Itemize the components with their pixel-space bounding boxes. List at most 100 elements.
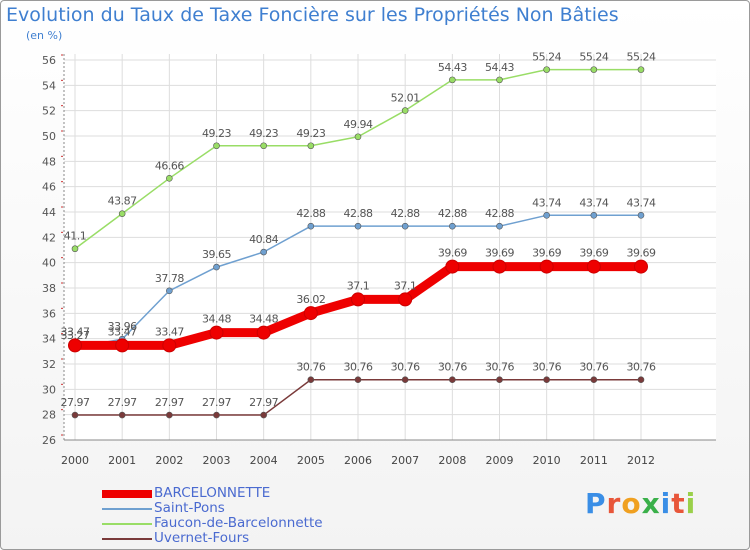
data-point	[496, 376, 503, 384]
data-label: 27.97	[61, 396, 90, 409]
data-point	[590, 211, 598, 219]
data-point	[118, 411, 126, 419]
data-point	[539, 259, 554, 274]
data-label: 43.87	[108, 195, 137, 208]
data-label: 33.47	[61, 325, 90, 338]
data-point	[213, 411, 220, 419]
y-tick-label: 34	[42, 333, 56, 346]
y-tick-label: 36	[42, 307, 56, 320]
legend-swatch	[102, 508, 152, 510]
data-point	[543, 211, 550, 219]
data-point	[260, 411, 267, 419]
data-label: 34.48	[202, 313, 231, 326]
data-label: 54.43	[485, 61, 514, 74]
data-label: 33.47	[155, 325, 184, 338]
y-tick-label: 38	[42, 282, 56, 295]
x-tick-label: 2004	[250, 454, 278, 467]
logo-letter: o	[621, 487, 642, 520]
data-point	[401, 107, 409, 114]
data-point	[303, 306, 318, 321]
x-tick-label: 2003	[203, 454, 231, 467]
data-label: 39.69	[627, 247, 656, 260]
data-label: 30.76	[627, 361, 656, 374]
y-tick-label: 52	[42, 105, 56, 118]
data-point	[209, 325, 224, 340]
data-label: 30.76	[296, 361, 325, 374]
data-point	[166, 175, 173, 182]
data-label: 30.76	[344, 361, 373, 374]
legend-label: BARCELONNETTE	[154, 485, 271, 501]
data-label: 43.74	[627, 196, 656, 209]
data-label: 42.88	[296, 207, 325, 220]
y-tick-label: 48	[42, 155, 56, 168]
legend-label: Faucon-de-Barcelonnette	[154, 515, 323, 531]
data-point	[166, 287, 173, 295]
chart-unit-label: (en %)	[26, 29, 63, 42]
data-label: 54.43	[438, 61, 467, 74]
logo-letter: t	[671, 487, 686, 520]
data-label: 33.96	[108, 320, 137, 333]
data-label: 30.76	[485, 361, 514, 374]
y-tick-label: 28	[42, 409, 56, 422]
data-point	[351, 292, 365, 307]
data-label: 41.1	[64, 230, 87, 243]
data-label: 37.1	[347, 279, 370, 292]
data-point	[354, 376, 362, 384]
data-label: 42.88	[485, 207, 514, 220]
data-label: 42.88	[438, 207, 467, 220]
data-point	[307, 142, 315, 150]
x-tick-label: 2012	[627, 454, 655, 467]
data-point	[68, 338, 82, 353]
data-point	[543, 376, 550, 384]
data-label: 55.24	[532, 51, 561, 64]
data-label: 49.23	[202, 127, 231, 140]
data-label: 30.76	[438, 361, 467, 374]
x-tick-label: 2001	[108, 454, 136, 467]
y-tick-label: 46	[42, 181, 56, 194]
data-point	[260, 142, 267, 150]
data-label: 27.97	[155, 396, 184, 409]
y-tick-label: 54	[42, 79, 56, 92]
y-tick-label: 26	[42, 434, 56, 447]
data-point	[445, 259, 460, 274]
data-label: 27.97	[108, 396, 137, 409]
data-label: 43.74	[532, 196, 561, 209]
data-point	[115, 338, 130, 353]
data-label: 30.76	[532, 361, 561, 374]
y-tick-label: 42	[42, 231, 56, 244]
x-tick-label: 2010	[533, 454, 561, 467]
data-label: 39.69	[438, 247, 467, 260]
logo-letter: P	[585, 487, 607, 520]
data-label: 49.94	[344, 118, 373, 131]
data-label: 33.47	[108, 325, 137, 338]
data-label: 34.48	[249, 313, 278, 326]
data-point	[256, 325, 271, 340]
data-point	[590, 66, 598, 73]
data-point	[213, 142, 220, 150]
data-point	[213, 263, 220, 271]
x-tick-label: 2006	[344, 454, 372, 467]
data-label: 52.01	[391, 92, 420, 105]
data-label: 40.84	[249, 233, 278, 246]
data-label: 36.02	[296, 293, 325, 306]
data-point	[401, 222, 409, 230]
data-point	[637, 211, 645, 219]
data-point	[71, 411, 79, 419]
data-point	[590, 376, 598, 384]
x-tick-label: 2002	[155, 454, 183, 467]
logo-letter: r	[606, 487, 622, 520]
data-point	[492, 259, 507, 274]
y-tick-label: 50	[42, 130, 56, 143]
data-label: 37.78	[155, 272, 184, 285]
data-label: 30.76	[391, 361, 420, 374]
data-point	[449, 222, 456, 230]
data-label: 30.76	[579, 361, 608, 374]
legend-label: Uvernet-Fours	[154, 530, 250, 546]
data-label: 39.69	[485, 247, 514, 260]
x-tick-label: 2008	[438, 454, 466, 467]
data-point	[496, 76, 503, 84]
data-point	[637, 66, 645, 73]
data-label: 39.69	[579, 247, 608, 260]
data-point	[260, 248, 267, 256]
